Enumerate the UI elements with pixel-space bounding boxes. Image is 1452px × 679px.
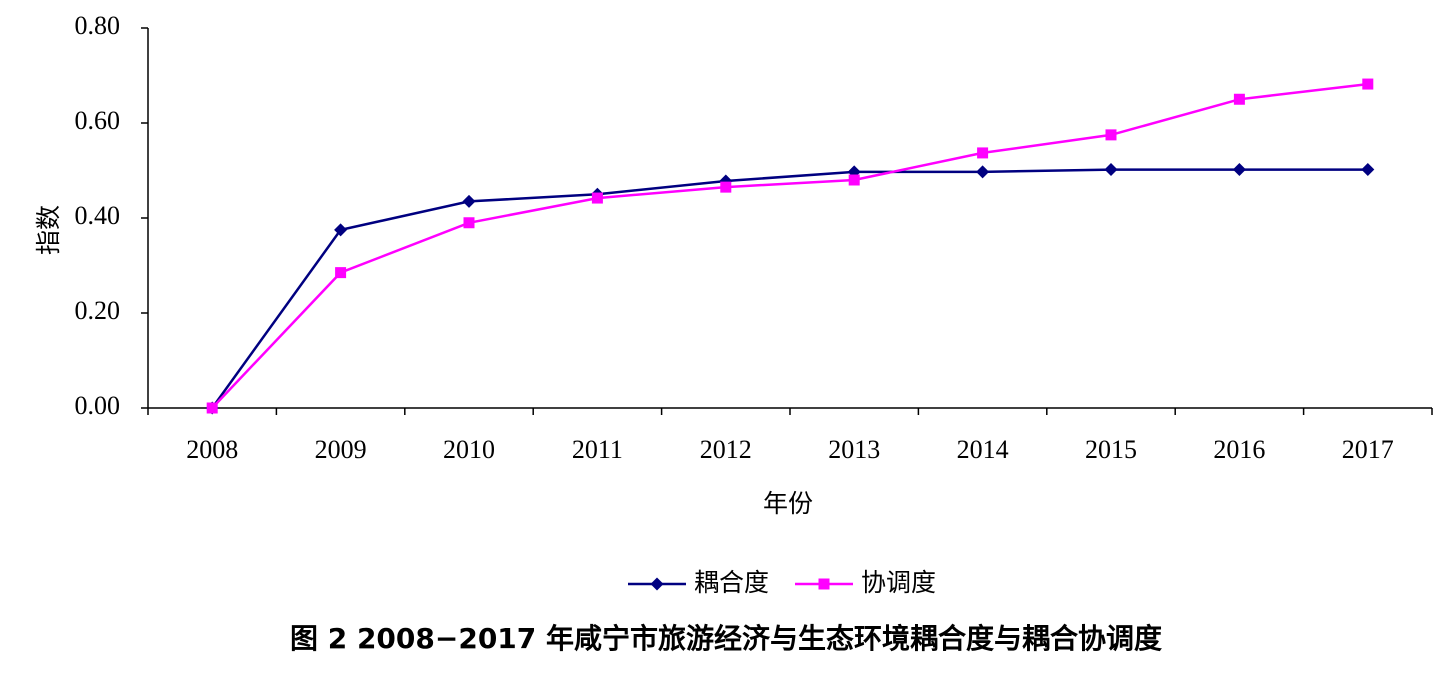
legend-marker-2 (818, 578, 830, 590)
series-layer (205, 78, 1375, 415)
legend-label-1: 耦合度 (694, 568, 769, 597)
line-chart: 0.00 0.20 0.40 0.60 0.80 2008 2009 2010 2011 201… (34, 11, 1433, 597)
figure-caption: 图 2 2008−2017 年咸宁市旅游经济与生态环境耦合度与耦合协调度 (289, 622, 1163, 655)
x-tick-label: 2011 (572, 435, 623, 464)
data-point-1 (334, 223, 348, 237)
series-line-2 (211, 82, 1368, 409)
data-point-1 (462, 194, 476, 208)
y-axis-title: 指数 (34, 205, 63, 255)
x-tick-label: 2008 (186, 435, 238, 464)
data-point-2 (206, 402, 218, 414)
data-point-1 (976, 165, 990, 179)
x-tick-label: 2017 (1342, 435, 1394, 464)
data-point-2 (1362, 78, 1374, 90)
data-point-1 (1232, 163, 1246, 177)
x-tick-label: 2014 (957, 435, 1009, 464)
data-point-2 (977, 147, 989, 159)
x-tick-label: 2012 (700, 435, 752, 464)
data-point-1 (1361, 163, 1375, 177)
x-axis-title: 年份 (763, 489, 813, 518)
x-axis-ticks: 2008 2009 2010 2011 2012 2013 2014 2015 2016 2017 (147, 408, 1433, 464)
data-point-2 (1105, 129, 1117, 141)
y-axis-ticks: 0.00 0.20 0.40 0.60 0.80 (75, 11, 148, 420)
x-tick-label: 2009 (315, 435, 367, 464)
data-point-2 (591, 192, 603, 204)
data-point-2 (720, 181, 732, 193)
data-point-2 (1233, 93, 1245, 105)
y-tick-label: 0.80 (75, 11, 121, 40)
y-tick-label: 0.40 (75, 201, 121, 230)
y-tick-label: 0.20 (75, 296, 121, 325)
data-point-2 (848, 174, 860, 186)
x-tick-label: 2015 (1085, 435, 1137, 464)
y-tick-label: 0.60 (75, 106, 121, 135)
data-point-2 (463, 217, 475, 229)
legend-marker-1 (650, 577, 664, 591)
y-tick-label: 0.00 (75, 391, 121, 420)
series-line-1 (211, 168, 1368, 409)
data-point-2 (335, 267, 347, 279)
legend-label-2: 协调度 (861, 568, 936, 597)
legend: 耦合度 协调度 (628, 568, 936, 597)
x-tick-label: 2010 (443, 435, 495, 464)
data-point-1 (1104, 163, 1118, 177)
x-tick-label: 2016 (1213, 435, 1265, 464)
x-tick-label: 2013 (828, 435, 880, 464)
